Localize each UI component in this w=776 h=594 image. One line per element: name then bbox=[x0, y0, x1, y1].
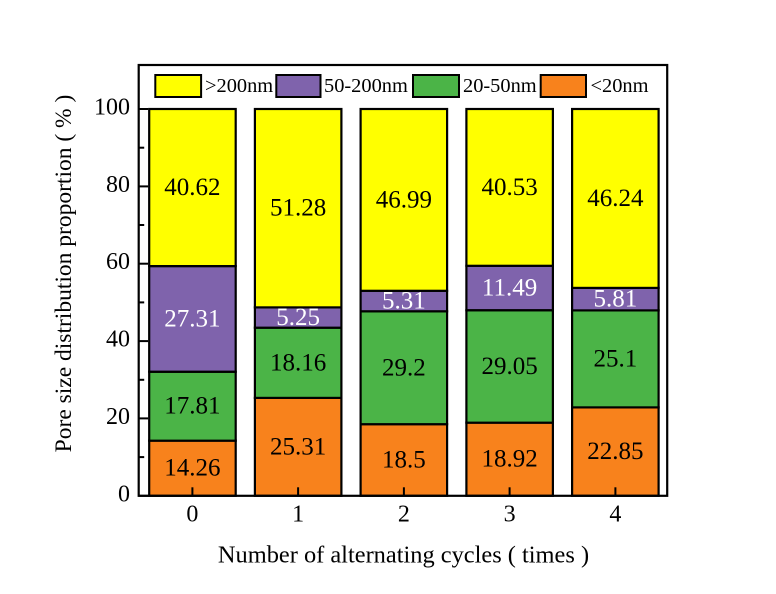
svg-text:50-200nm: 50-200nm bbox=[324, 75, 408, 97]
svg-text:18.92: 18.92 bbox=[481, 446, 537, 473]
svg-text:51.28: 51.28 bbox=[270, 195, 326, 222]
svg-text:46.99: 46.99 bbox=[376, 186, 432, 213]
svg-text:14.26: 14.26 bbox=[164, 455, 220, 482]
svg-text:3: 3 bbox=[504, 502, 516, 528]
svg-text:0: 0 bbox=[118, 481, 130, 507]
svg-text:20: 20 bbox=[106, 404, 130, 430]
svg-text:>200nm: >200nm bbox=[205, 75, 273, 97]
svg-text:40: 40 bbox=[106, 327, 130, 353]
svg-text:40.62: 40.62 bbox=[164, 174, 220, 201]
svg-text:Pore size distribution proport: Pore size distribution proportion ( % ) bbox=[51, 95, 77, 453]
svg-text:20-50nm: 20-50nm bbox=[463, 75, 537, 97]
svg-text:46.24: 46.24 bbox=[587, 185, 644, 212]
svg-text:Number of alternating cycles (: Number of alternating cycles ( times ) bbox=[218, 542, 589, 569]
svg-text:100: 100 bbox=[94, 95, 130, 121]
svg-text:60: 60 bbox=[106, 249, 130, 275]
svg-text:11.49: 11.49 bbox=[482, 275, 537, 302]
svg-text:18.5: 18.5 bbox=[382, 447, 426, 474]
svg-text:25.31: 25.31 bbox=[270, 433, 326, 460]
svg-text:29.2: 29.2 bbox=[382, 354, 426, 381]
svg-text:0: 0 bbox=[186, 502, 198, 528]
svg-text:1: 1 bbox=[292, 502, 304, 528]
svg-text:18.16: 18.16 bbox=[270, 349, 326, 376]
svg-text:25.1: 25.1 bbox=[594, 345, 638, 372]
svg-text:17.81: 17.81 bbox=[164, 393, 220, 420]
svg-text:2: 2 bbox=[398, 502, 410, 528]
svg-text:22.85: 22.85 bbox=[587, 438, 643, 465]
svg-text:<20nm: <20nm bbox=[591, 75, 649, 97]
svg-text:29.05: 29.05 bbox=[481, 353, 537, 380]
svg-text:5.81: 5.81 bbox=[594, 286, 638, 313]
svg-text:80: 80 bbox=[106, 172, 130, 198]
svg-text:5.31: 5.31 bbox=[382, 288, 426, 315]
svg-text:27.31: 27.31 bbox=[164, 305, 220, 332]
svg-text:4: 4 bbox=[609, 502, 621, 528]
svg-text:5.25: 5.25 bbox=[276, 304, 320, 331]
svg-text:40.53: 40.53 bbox=[481, 174, 537, 201]
